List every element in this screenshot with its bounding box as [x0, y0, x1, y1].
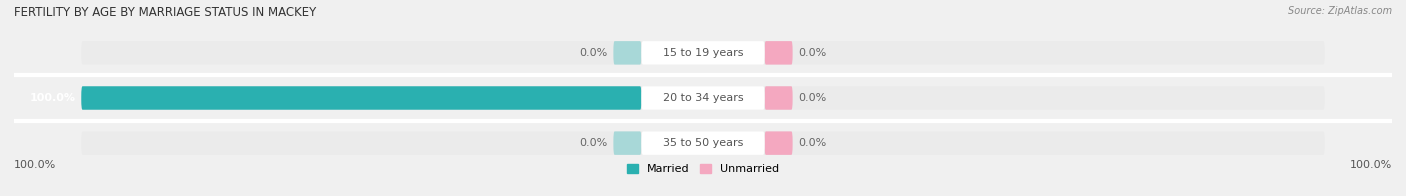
FancyBboxPatch shape — [641, 41, 765, 65]
Text: 100.0%: 100.0% — [1350, 160, 1392, 170]
Text: 0.0%: 0.0% — [799, 48, 827, 58]
Text: 0.0%: 0.0% — [799, 138, 827, 148]
FancyBboxPatch shape — [613, 131, 641, 155]
Legend: Married, Unmarried: Married, Unmarried — [621, 160, 785, 179]
Text: 35 to 50 years: 35 to 50 years — [662, 138, 744, 148]
Text: 15 to 19 years: 15 to 19 years — [662, 48, 744, 58]
Text: 0.0%: 0.0% — [579, 48, 607, 58]
FancyBboxPatch shape — [82, 86, 1324, 110]
Text: 0.0%: 0.0% — [799, 93, 827, 103]
FancyBboxPatch shape — [641, 86, 765, 110]
Text: FERTILITY BY AGE BY MARRIAGE STATUS IN MACKEY: FERTILITY BY AGE BY MARRIAGE STATUS IN M… — [14, 6, 316, 19]
Text: 100.0%: 100.0% — [14, 160, 56, 170]
FancyBboxPatch shape — [82, 131, 1324, 155]
FancyBboxPatch shape — [765, 86, 793, 110]
Text: Source: ZipAtlas.com: Source: ZipAtlas.com — [1288, 6, 1392, 16]
FancyBboxPatch shape — [765, 131, 793, 155]
Text: 20 to 34 years: 20 to 34 years — [662, 93, 744, 103]
Text: 100.0%: 100.0% — [30, 93, 76, 103]
FancyBboxPatch shape — [82, 41, 1324, 65]
FancyBboxPatch shape — [641, 131, 765, 155]
FancyBboxPatch shape — [613, 41, 641, 65]
Text: 0.0%: 0.0% — [579, 138, 607, 148]
FancyBboxPatch shape — [82, 86, 641, 110]
FancyBboxPatch shape — [765, 41, 793, 65]
